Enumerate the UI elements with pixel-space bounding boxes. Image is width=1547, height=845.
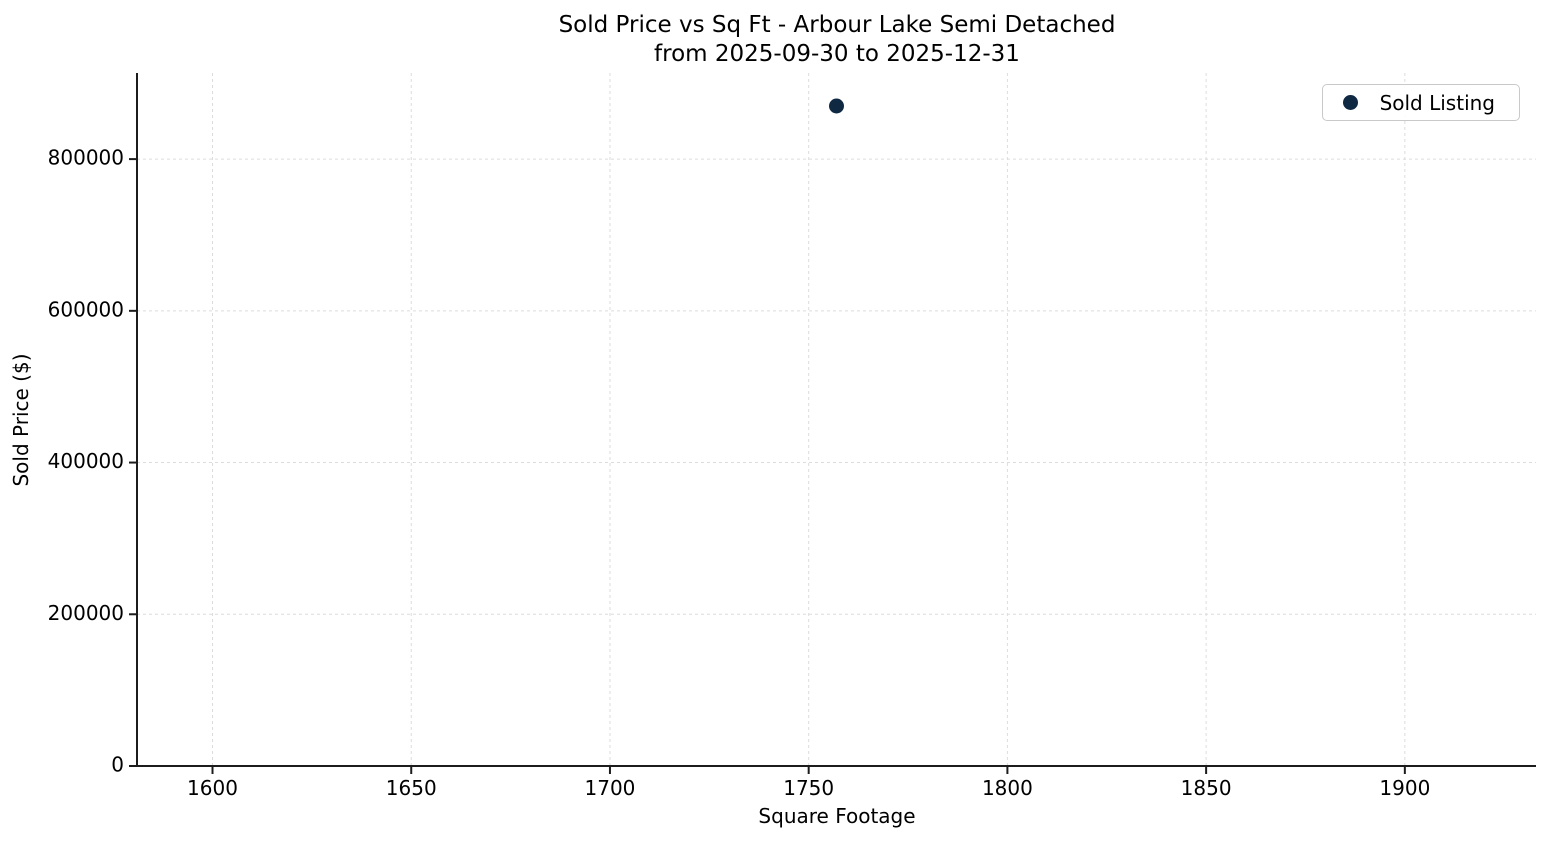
x-axis-label: Square Footage bbox=[758, 804, 916, 828]
y-axis-label: Sold Price ($) bbox=[9, 353, 33, 487]
x-tick-label: 1600 bbox=[187, 776, 238, 800]
x-tick-label: 1850 bbox=[1181, 776, 1232, 800]
legend: Sold Listing bbox=[1321, 84, 1520, 121]
chart-title-line1: Sold Price vs Sq Ft - Arbour Lake Semi D… bbox=[558, 12, 1116, 38]
legend-marker-icon bbox=[1342, 95, 1358, 110]
x-tick-label: 1650 bbox=[386, 776, 437, 800]
chart-title: Sold Price vs Sq Ft - Arbour Lake Semi D… bbox=[137, 11, 1537, 69]
x-tick-label: 1900 bbox=[1379, 776, 1430, 800]
x-tick-label: 1800 bbox=[982, 776, 1033, 800]
y-tick-label: 800000 bbox=[48, 146, 124, 170]
chart-title-line2: from 2025-09-30 to 2025-12-31 bbox=[654, 41, 1020, 67]
y-tick-label: 600000 bbox=[48, 297, 124, 321]
x-tick-label: 1700 bbox=[585, 776, 636, 800]
y-tick-label: 0 bbox=[111, 753, 124, 777]
x-tick-label: 1750 bbox=[783, 776, 834, 800]
legend-label: Sold Listing bbox=[1379, 90, 1495, 115]
sold-listing-point bbox=[829, 98, 844, 114]
y-tick-label: 200000 bbox=[48, 601, 124, 625]
y-tick-label: 400000 bbox=[48, 449, 124, 473]
